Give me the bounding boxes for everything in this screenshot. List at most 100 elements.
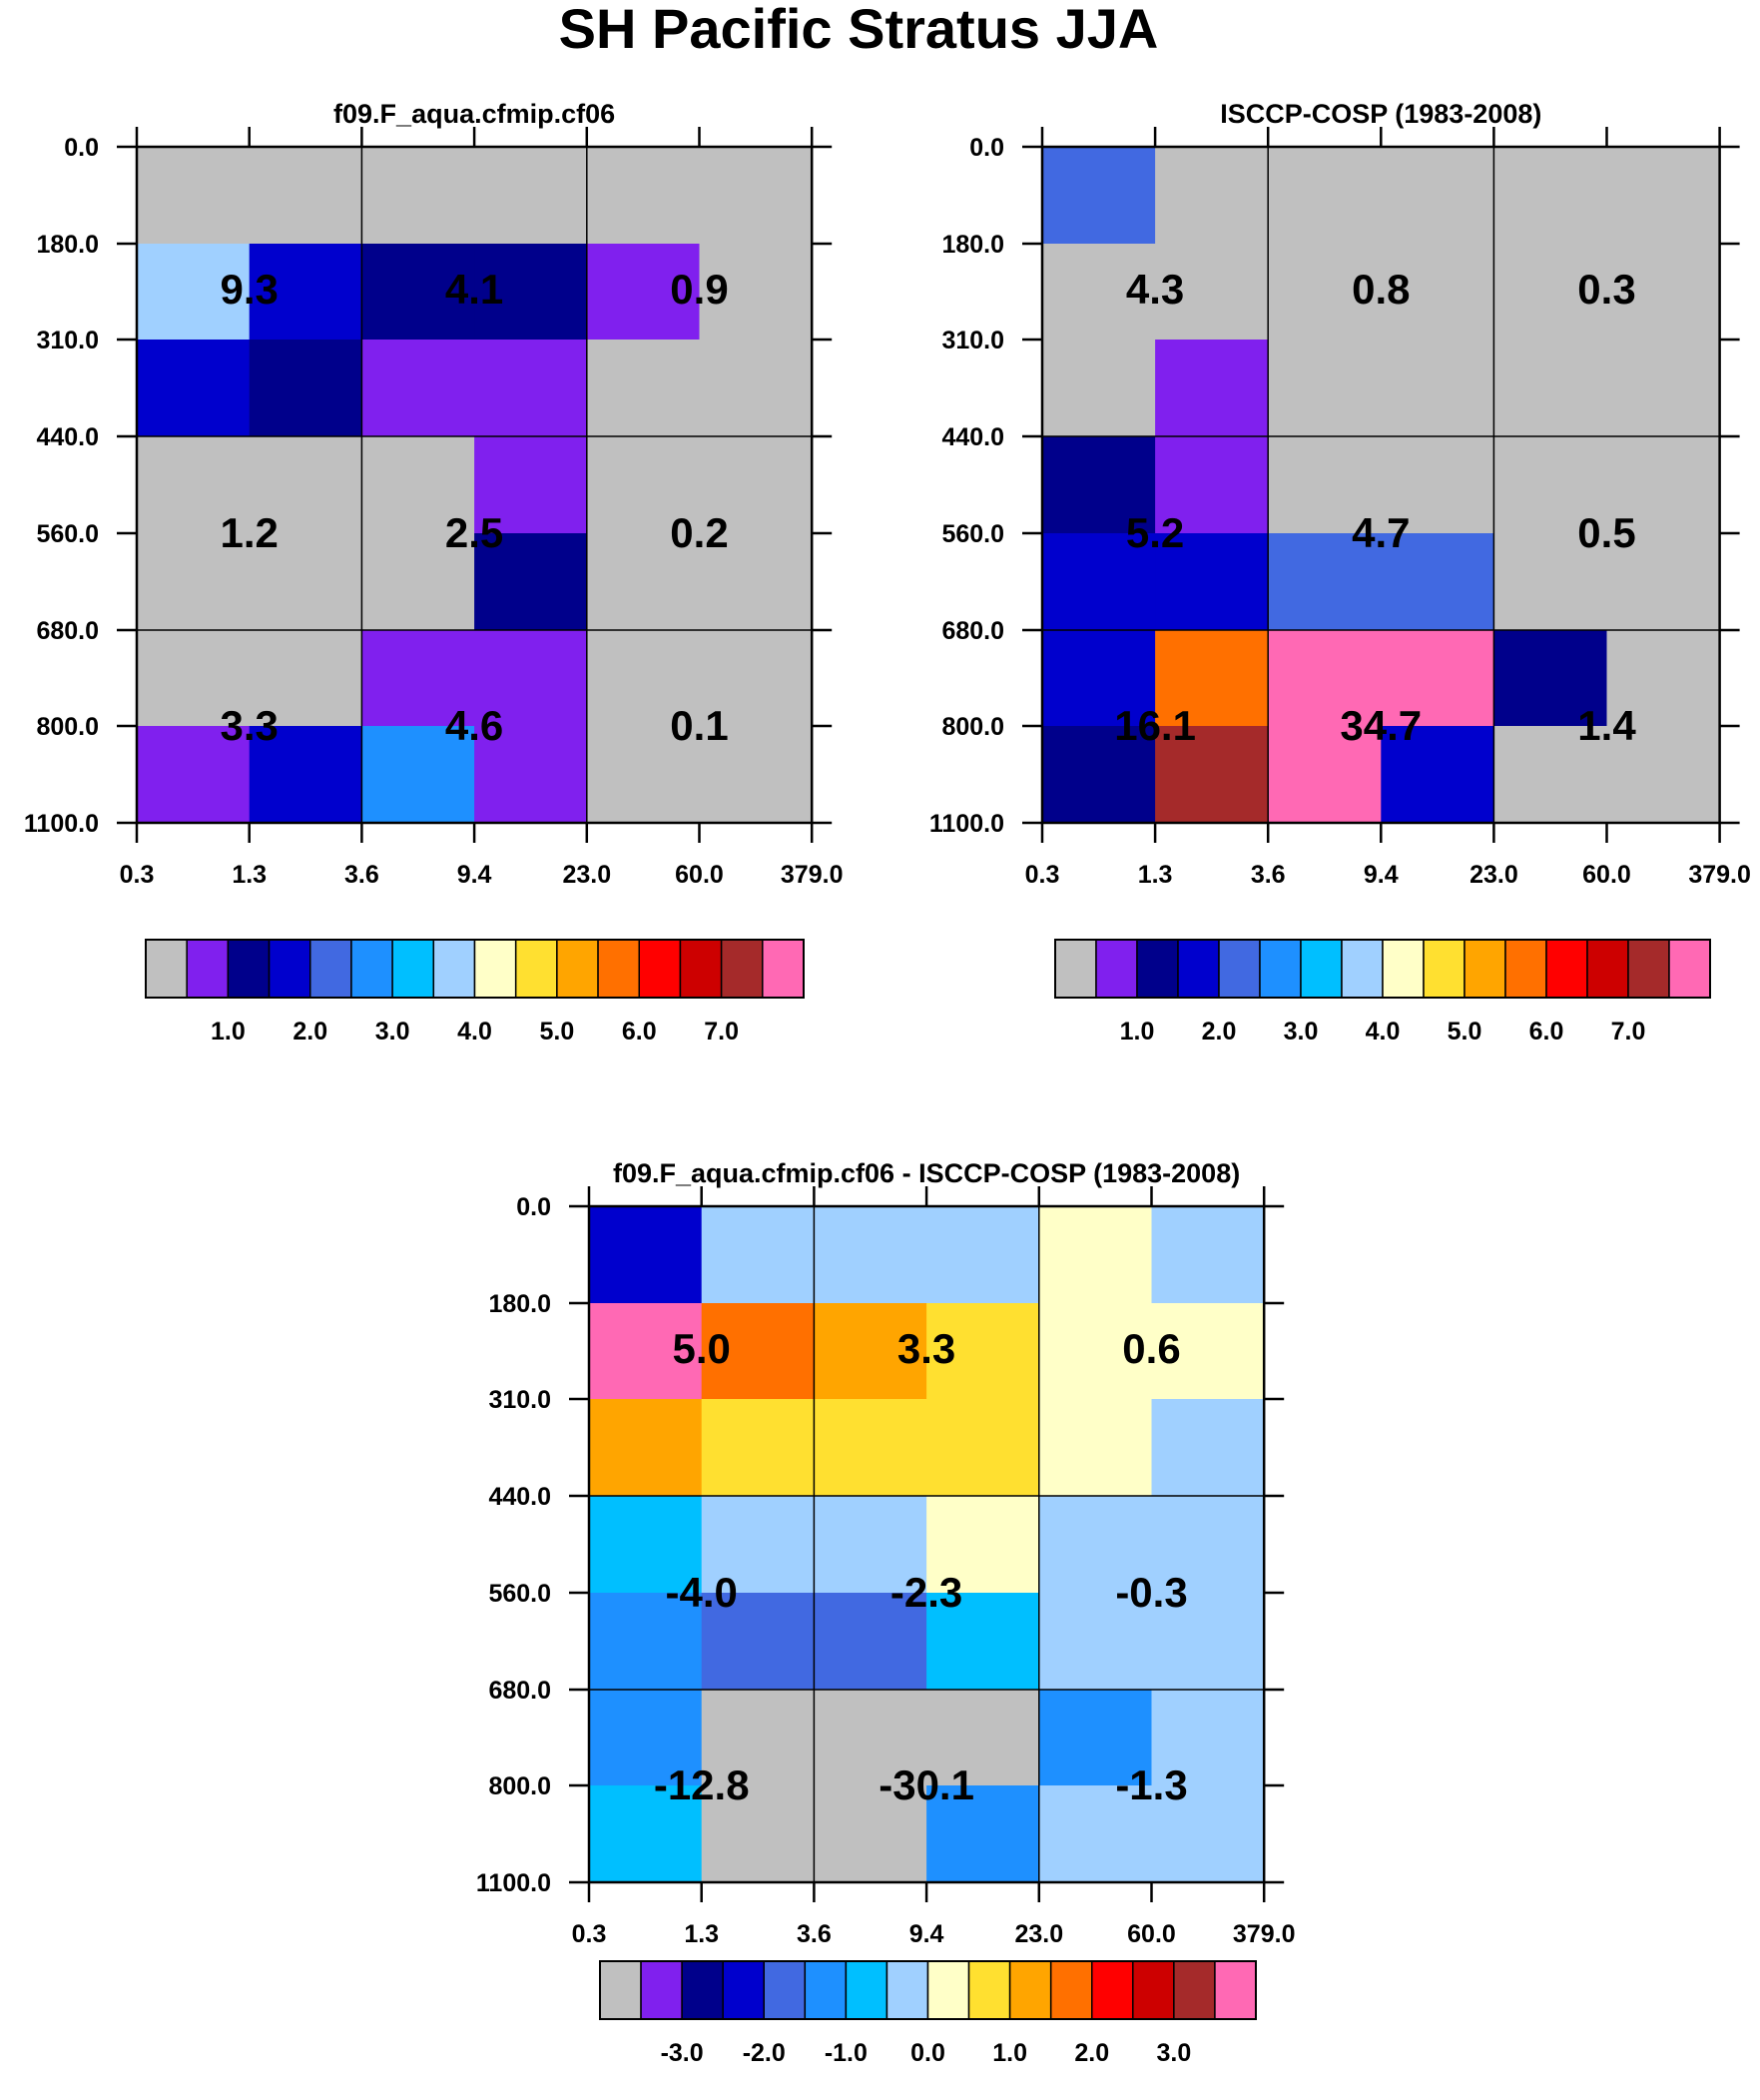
heatmap-cell: [701, 1399, 815, 1497]
heatmap-cell: [1038, 1206, 1153, 1304]
heatmap-cell: [814, 1593, 927, 1691]
x-tick-label: 23.0: [1014, 1920, 1063, 1948]
cell-value-label: 4.7: [1352, 509, 1410, 556]
heatmap-cell: [586, 533, 701, 631]
colorbar-box: [640, 1960, 683, 2020]
cell-value-label: 0.3: [1577, 266, 1635, 313]
heatmap-cell: [589, 1785, 703, 1883]
heatmap-cell: [699, 533, 813, 631]
colorbar-label: 1.0: [1120, 1018, 1155, 1046]
cell-value-label: 0.8: [1352, 266, 1410, 313]
heatmap-cell: [1155, 244, 1269, 341]
y-tick-label: 440.0: [36, 423, 99, 451]
y-tick-label: 0.0: [516, 1193, 551, 1221]
colorbar-label: 3.0: [375, 1018, 410, 1046]
colorbar-label: 5.0: [1448, 1018, 1482, 1046]
heatmap-cell: [361, 340, 475, 437]
colorbar-box: [597, 939, 640, 999]
heatmap-cell: [586, 630, 701, 727]
heatmap-cell: [361, 533, 475, 631]
colorbar-box: [763, 1960, 807, 2020]
heatmap-cell: [361, 436, 475, 534]
x-tick-label: 60.0: [1127, 1920, 1176, 1948]
heatmap-cell: [1493, 533, 1608, 631]
colorbar-box: [845, 1960, 888, 2020]
heatmap-cell: [589, 1496, 703, 1594]
heatmap-cell: [1151, 1496, 1265, 1594]
heatmap-cell: [586, 340, 701, 437]
cell-value-label: 1.4: [1577, 702, 1636, 749]
colorbar-box: [556, 939, 599, 999]
colorbar-box: [1008, 1960, 1052, 2020]
colorbar-box: [679, 939, 723, 999]
y-tick-label: 680.0: [941, 617, 1004, 645]
heatmap-cell: [1268, 244, 1382, 341]
heatmap-cell: [474, 630, 588, 727]
colorbar-box: [350, 939, 393, 999]
cell-value-label: 0.6: [1122, 1325, 1180, 1372]
x-tick-label: 9.4: [457, 861, 492, 889]
heatmap-cell: [361, 147, 475, 245]
heatmap-cell: [1151, 1785, 1265, 1883]
colorbar-label: 6.0: [1529, 1018, 1564, 1046]
y-tick-label: 440.0: [941, 423, 1004, 451]
heatmap-cell: [701, 1593, 815, 1691]
colorbar-box: [186, 939, 230, 999]
heatmap-cell: [361, 244, 475, 341]
panel-2: ISCCP-COSP (1983-2008) 0.0 180.0 310.0 440.0…: [929, 99, 1751, 1046]
y-tick-label: 560.0: [36, 520, 99, 548]
x-tick-label: 9.4: [909, 1920, 944, 1948]
cell-value-label: -30.1: [879, 1761, 974, 1808]
heatmap-cell: [814, 1785, 927, 1883]
heatmap-cell: [1155, 630, 1269, 727]
panel-title: f09.F_aqua.cfmip.cf06: [333, 99, 615, 129]
x-tick-label: 60.0: [675, 861, 724, 889]
heatmap-cell: [1151, 1690, 1265, 1786]
y-tick-label: 1100.0: [929, 810, 1004, 838]
figure-title: SH Pacific Stratus JJA: [559, 0, 1159, 60]
y-tick-label: 180.0: [488, 1290, 551, 1318]
heatmap-cell: [699, 244, 813, 341]
heatmap-cell: [589, 1303, 703, 1400]
heatmap-cell: [814, 1399, 927, 1497]
x-tick-label: 0.3: [120, 861, 155, 889]
heatmap-cell: [1151, 1303, 1265, 1400]
heatmap-cell: [586, 726, 701, 824]
heatmap-cell: [814, 1303, 927, 1400]
heatmap-cell: [699, 726, 813, 824]
cell-value-label: -1.3: [1115, 1761, 1187, 1808]
y-tick-label: 310.0: [488, 1386, 551, 1414]
heatmap-cell: [1038, 1303, 1153, 1400]
cell-value-label: 4.3: [1126, 266, 1184, 313]
heatmap-cell: [701, 1690, 815, 1786]
heatmap-cell: [1381, 726, 1494, 824]
heatmap-cell: [1042, 726, 1156, 824]
y-tick-label: 680.0: [488, 1677, 551, 1705]
colorbar-box: [926, 1960, 970, 2020]
heatmap-cell: [586, 436, 701, 534]
heatmap-cell: [474, 533, 588, 631]
colorbar-box: [309, 939, 352, 999]
colorbar-box: [1464, 939, 1506, 999]
heatmap-cell: [1038, 1593, 1153, 1691]
colorbar-box: [473, 939, 517, 999]
x-tick-label: 1.3: [1138, 861, 1173, 889]
x-tick-label: 3.6: [797, 1920, 832, 1948]
heatmap-cell: [926, 1496, 1040, 1594]
colorbar-box: [1382, 939, 1425, 999]
colorbar-label: -1.0: [825, 2039, 868, 2067]
cell-value-label: 2.5: [445, 509, 503, 556]
y-tick-label: 440.0: [488, 1483, 551, 1511]
x-tick-label: 1.3: [684, 1920, 719, 1948]
x-tick-label: 60.0: [1582, 861, 1631, 889]
heatmap-cell: [474, 436, 588, 534]
colorbar-label: -3.0: [661, 2039, 704, 2067]
heatmap-cell: [1042, 436, 1156, 534]
cell-value-label: -4.0: [666, 1569, 738, 1616]
heatmap-cell: [1042, 244, 1156, 341]
colorbar-box: [638, 939, 682, 999]
colorbar-label: 7.0: [1611, 1018, 1646, 1046]
heatmap-cell: [1606, 147, 1721, 245]
cell-value-label: 0.9: [670, 266, 728, 313]
